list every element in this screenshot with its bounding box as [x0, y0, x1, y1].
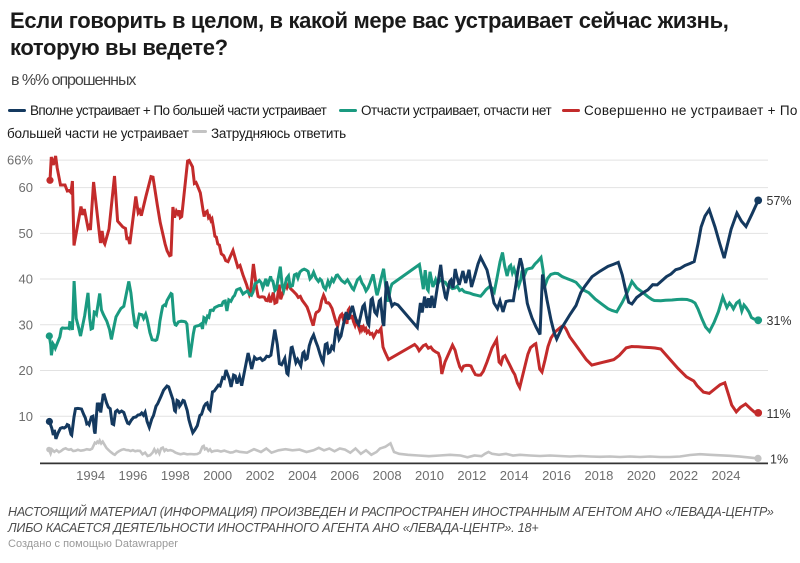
svg-text:66%: 66% [7, 153, 33, 168]
svg-text:2010: 2010 [415, 468, 444, 483]
svg-text:60: 60 [19, 180, 33, 195]
svg-text:2006: 2006 [330, 468, 359, 483]
svg-text:10: 10 [19, 409, 33, 424]
svg-text:2016: 2016 [542, 468, 571, 483]
svg-text:2000: 2000 [203, 468, 232, 483]
svg-text:2004: 2004 [288, 468, 317, 483]
svg-text:2018: 2018 [584, 468, 613, 483]
svg-text:1%: 1% [770, 453, 788, 467]
svg-text:1996: 1996 [118, 468, 147, 483]
svg-text:2020: 2020 [627, 468, 656, 483]
svg-text:2002: 2002 [246, 468, 275, 483]
svg-text:50: 50 [19, 226, 33, 241]
svg-text:2012: 2012 [457, 468, 486, 483]
svg-text:11%: 11% [767, 407, 791, 421]
svg-text:2022: 2022 [669, 468, 698, 483]
svg-text:2014: 2014 [500, 468, 529, 483]
svg-text:30: 30 [19, 317, 33, 332]
svg-text:20: 20 [19, 363, 33, 378]
svg-text:1998: 1998 [161, 468, 190, 483]
svg-text:2008: 2008 [373, 468, 402, 483]
svg-text:40: 40 [19, 272, 33, 287]
svg-text:31%: 31% [767, 314, 792, 328]
svg-text:1994: 1994 [76, 468, 105, 483]
svg-text:2024: 2024 [712, 468, 741, 483]
svg-text:57%: 57% [767, 194, 792, 208]
